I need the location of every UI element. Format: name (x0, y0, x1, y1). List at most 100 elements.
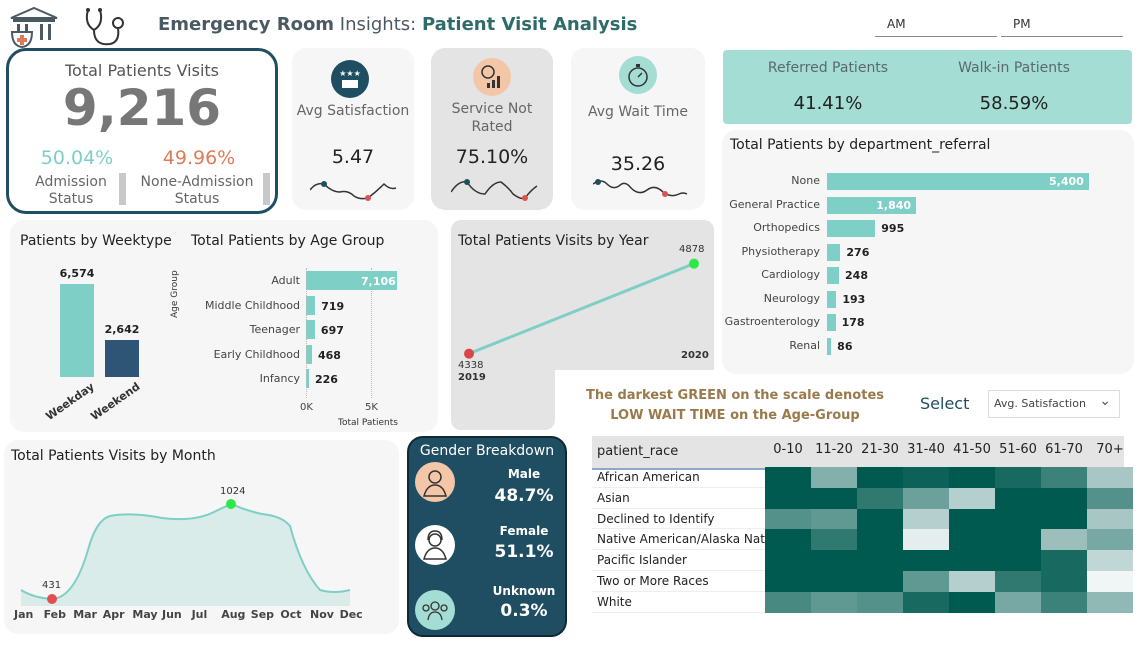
weektype-label: Weekday (43, 380, 97, 423)
heatmap-cell (765, 571, 811, 592)
wait-sparkline (593, 179, 688, 197)
heatmap-cell (765, 591, 811, 613)
heatmap-cell (857, 487, 903, 509)
satisfaction-sparkline (310, 181, 397, 201)
heatmap-cell (949, 550, 995, 571)
service-not-rated-label: Service Not Rated (451, 101, 533, 135)
pm-filter[interactable]: PM (1001, 14, 1123, 37)
month-tick-label: Nov (310, 608, 334, 621)
department-label: Cardiology (761, 268, 820, 281)
agegroup-bar (306, 369, 309, 388)
agegroup-label: Teenager (249, 323, 300, 336)
unknown-icon (415, 590, 455, 630)
month-max-point (226, 499, 236, 509)
male-label: Male (507, 467, 541, 481)
heatmap-row-header: patient_race (597, 444, 679, 459)
heatmap-row-label: African American (597, 470, 700, 484)
heatmap-row-label: White (597, 594, 632, 609)
heatmap-cell (949, 487, 995, 509)
heatmap-column-label: 21-30 (861, 442, 899, 457)
month-tick-label: Feb (43, 608, 66, 621)
heatmap-cell (949, 529, 995, 551)
department-value: 1,840 (876, 198, 912, 212)
measure-select[interactable]: Avg. Satisfaction ⌄ (988, 390, 1120, 418)
heatmap-cell (903, 467, 949, 488)
heatmap-cell (1041, 467, 1087, 488)
heatmap-row-label: Pacific Islander (597, 553, 687, 568)
department-bar (827, 267, 840, 284)
heatmap-cell (857, 591, 903, 613)
heatmap-cell (995, 550, 1041, 571)
department-bar (827, 196, 917, 214)
referral-split-card: Referred Patients Walk-in Patients 41.41… (723, 50, 1132, 124)
female-icon (415, 525, 455, 565)
heatmap-column-label: 11-20 (815, 442, 853, 457)
total-visits-label: Total Patients Visits (64, 61, 219, 80)
month-tick-label: Jan (14, 608, 34, 621)
department-bar (827, 220, 876, 237)
heatmap-cell (811, 467, 857, 488)
heatmap-row-label: Declined to Identify (597, 511, 715, 526)
heatmap-cell (857, 571, 903, 592)
weektype-chart-card: Patients by Weektype 6,574 Weekday 2,642 We… (10, 220, 438, 432)
weektype-bar (60, 284, 94, 377)
heatmap-cell (1087, 571, 1133, 592)
am-filter[interactable]: AM (875, 14, 997, 37)
service-not-rated-card: Service Not Rated 75.10% (431, 48, 553, 210)
heatmap-cell (1041, 508, 1087, 530)
avg-wait-value: 35.26 (610, 153, 666, 175)
year-point (464, 348, 474, 359)
male-value: 48.7% (494, 486, 554, 506)
avg-satisfaction-label: Avg Satisfaction (296, 103, 410, 119)
month-tick-label: Jun (162, 608, 182, 621)
heatmap-cell (949, 571, 995, 592)
agegroup-bar (306, 344, 312, 364)
female-value: 51.1% (494, 542, 554, 562)
department-label: Physiotherapy (741, 244, 820, 258)
agegroup-chart-title: Total Patients by Age Group (191, 233, 385, 249)
unknown-label: Unknown (492, 584, 556, 598)
year-line-chart (464, 258, 699, 359)
weektype-value: 2,642 (104, 322, 140, 336)
heatmap-cell (1087, 467, 1133, 488)
month-tick-label: May (132, 608, 158, 621)
heatmap-cell (811, 550, 857, 571)
gender-title: Gender Breakdown (419, 443, 555, 459)
heatmap-cell (903, 550, 949, 571)
agegroup-value: 226 (315, 373, 338, 386)
heatmap-cell (1087, 550, 1133, 571)
female-label: Female (499, 524, 549, 538)
hospital-icon (8, 6, 60, 49)
ratings-icon: ★★★ (331, 60, 369, 98)
heatmap-cell (811, 487, 857, 509)
agegroup-bar (306, 320, 315, 339)
select-label: Select (920, 394, 970, 413)
heatmap-header: patient_race (592, 436, 1124, 470)
chevron-down-icon[interactable]: ⌄ (1099, 393, 1111, 409)
agegroup-tick-0: 0K (300, 402, 313, 413)
department-chart-title: Total Patients by department_referral (730, 137, 991, 153)
heatmap-cell (949, 591, 995, 613)
year-chart-card: Total Patients Visits by Year 4338 4878 20… (451, 220, 714, 430)
heatmap-column-label: 0-10 (773, 442, 803, 457)
referred-value: 41.41% (793, 93, 863, 114)
department-value: 995 (881, 222, 905, 235)
heatmap-cell (903, 508, 949, 530)
month-tick-label: Jul (191, 608, 208, 621)
admission-bar (119, 173, 126, 205)
agegroup-tick-1: 5K (365, 402, 378, 413)
avg-satisfaction-card: ★★★ Avg Satisfaction 5.47 (292, 48, 414, 210)
department-value: 178 (841, 316, 865, 329)
heatmap-column-label: 51-60 (999, 442, 1037, 457)
heatmap-cell (857, 529, 903, 551)
heatmap-cell (903, 591, 949, 613)
heatmap-cell (811, 529, 857, 551)
walkin-label: Walk-in Patients (958, 60, 1070, 76)
heatmap-row-label: Two or More Races (597, 574, 709, 588)
weektype-value: 6,574 (59, 267, 95, 280)
agegroup-value: 697 (320, 324, 344, 337)
year-axis-label: 2020 (681, 350, 709, 361)
department-label: Neurology (763, 291, 820, 305)
heatmap-cell (995, 508, 1041, 530)
year-chart-title: Total Patients Visits by Year (458, 233, 649, 249)
